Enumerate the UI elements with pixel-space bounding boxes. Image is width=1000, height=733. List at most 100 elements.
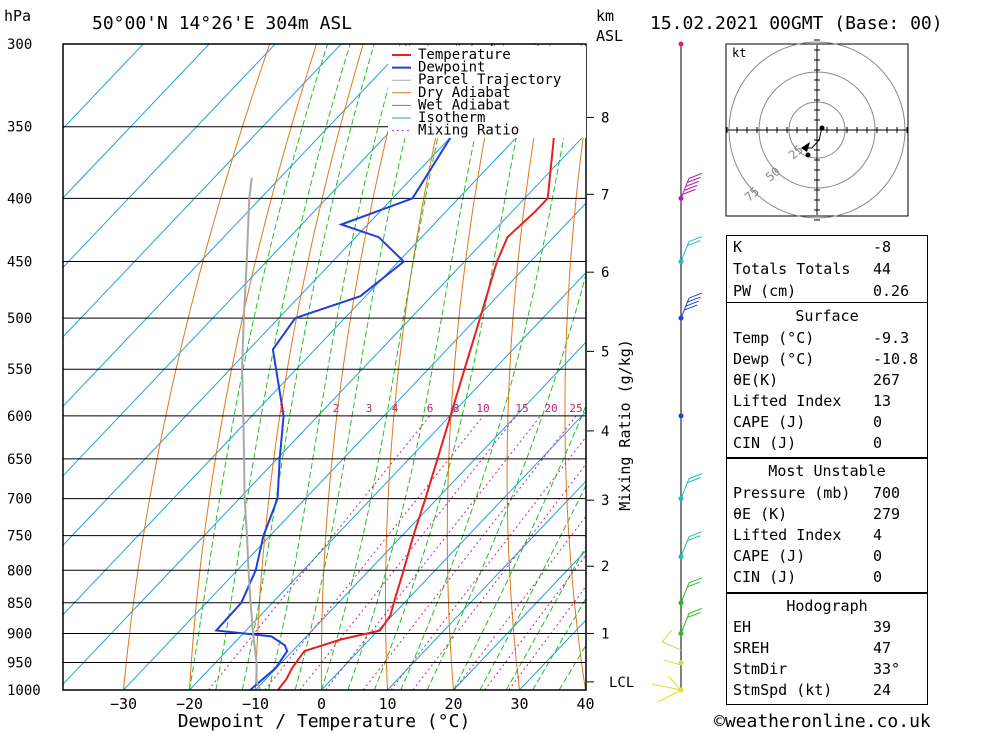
hodo-row: EH 39	[733, 617, 921, 638]
hodo-label: StmDir	[733, 660, 788, 678]
surface-row: Lifted Index 13	[733, 391, 921, 412]
hodo-row: SREH 47	[733, 638, 921, 659]
surface-label: θE(K)	[733, 371, 779, 389]
wet-adiabat-line	[189, 44, 328, 690]
surface-row: θE(K) 267	[733, 370, 921, 391]
isotherm-line	[63, 44, 342, 338]
wind-barb-flag	[688, 608, 703, 614]
wet-adiabat-line	[241, 44, 375, 690]
hodograph-title: Hodograph	[786, 597, 868, 615]
surface-row: CAPE (J) 0	[733, 412, 921, 433]
hodo-row: StmDir 33°	[733, 659, 921, 680]
mixing-ratio-line	[208, 415, 431, 690]
mu-label: Lifted Index	[733, 526, 842, 544]
pressure-tick-label: 400	[7, 191, 32, 207]
pressure-tick-label: 800	[7, 563, 32, 579]
k-index-value: -8	[873, 238, 892, 256]
surface-label: Lifted Index	[733, 392, 842, 410]
mu-row: θE (K) 279	[733, 504, 921, 525]
surface-row: CIN (J) 0	[733, 433, 921, 454]
isotherm-line	[387, 480, 586, 690]
header-location: 50°00'N 14°26'E 304m ASL	[92, 13, 352, 34]
surface-label: CAPE (J)	[733, 413, 806, 431]
wind-barb-flag	[687, 535, 701, 542]
km-tick-label: 7	[601, 187, 609, 203]
wet-adiabat-line	[321, 44, 461, 690]
pressure-tick-label: 900	[7, 626, 32, 642]
isotherm-line	[63, 63, 586, 616]
dry-adiabat-line	[189, 44, 317, 690]
hodograph-panel: Hodograph EH 39 SREH 47 StmDir 33° StmSpd (…	[726, 593, 928, 705]
mu-row: CIN (J) 0	[733, 567, 921, 588]
wet-adiabat-line	[479, 484, 586, 690]
legend-box	[388, 46, 586, 138]
plot-frame	[62, 43, 587, 691]
isotherm-line	[63, 132, 586, 685]
km-tick-label: 8	[601, 110, 609, 126]
pressure-tick-label: 1000	[7, 683, 41, 699]
legend-label: Dry Adiabat	[418, 85, 511, 101]
wind-level-dot	[678, 413, 684, 419]
surface-row: Dewp (°C) -10.8	[733, 349, 921, 370]
mu-value: 0	[873, 547, 883, 565]
wind-barb-flag	[688, 292, 703, 299]
totals-row: Totals Totals 44	[733, 259, 921, 280]
wet-adiabat-line	[505, 545, 586, 690]
mu-value: 279	[873, 505, 901, 523]
legend-label: Mixing Ratio	[418, 123, 519, 139]
most-unstable-title: Most Unstable	[768, 462, 886, 480]
mixing-ratio-axis-title: Mixing Ratio (g/kg)	[616, 339, 634, 511]
storm-motion-arrow	[801, 142, 810, 152]
isotherm-line	[123, 202, 586, 690]
dry-adiabat-line	[123, 44, 271, 690]
wind-barb-flag	[685, 300, 699, 307]
hodo-label: StmSpd (kt)	[733, 681, 833, 699]
temp-tick-label: 40	[576, 695, 594, 713]
hodograph-point	[819, 125, 825, 131]
pressure-tick-label: 700	[7, 492, 32, 508]
temp-tick-label: −20	[176, 695, 203, 713]
axes-labels: 3003504004505005506006507007508008509009…	[7, 37, 634, 713]
wind-barb-flag	[687, 296, 701, 303]
mixing-ratio-label: 4	[392, 402, 399, 415]
km-tick-label: 4	[601, 424, 609, 440]
temp-tick-label: −10	[242, 695, 269, 713]
surface-wind-barb	[651, 675, 682, 703]
km-tick-label: 6	[601, 265, 609, 281]
temp-tick-label: 30	[510, 695, 528, 713]
pw-label: PW (cm)	[733, 282, 797, 300]
wind-level-dot	[678, 41, 684, 47]
temp-tick-label: 0	[317, 695, 326, 713]
isotherm-line	[255, 341, 586, 690]
mixing-ratio-label: 3	[366, 402, 373, 415]
pressure-tick-label: 500	[7, 311, 32, 327]
series-parcel-trajectory	[241, 177, 262, 690]
surface-value: -10.8	[873, 350, 919, 368]
wind-barb	[680, 178, 690, 199]
wind-barb-flag	[688, 236, 703, 243]
hodo-label: EH	[733, 618, 752, 636]
pressure-tick-label: 950	[7, 655, 32, 671]
surface-value: 0	[873, 434, 883, 452]
mu-value: 0	[873, 568, 883, 586]
totals-value: 44	[873, 260, 892, 278]
pressure-tick-label: 300	[7, 37, 32, 53]
mixing-ratio-line	[299, 415, 517, 690]
wind-level-dot	[678, 659, 684, 665]
copyright: ©weatheronline.co.uk	[714, 711, 931, 732]
pressure-tick-label: 450	[7, 255, 32, 271]
wind-barb-flag	[687, 176, 701, 183]
km-tick-label: 3	[601, 493, 609, 509]
mixing-ratio-label: 6	[427, 402, 434, 415]
mu-label: Pressure (mb)	[733, 484, 851, 502]
pressure-tick-label: 850	[7, 596, 32, 612]
mixing-ratio-line	[508, 585, 586, 690]
temp-tick-label: −30	[110, 695, 137, 713]
sounding-curves	[214, 44, 586, 690]
mixing-ratio-label: 20	[544, 402, 557, 415]
wind-barb-flag	[685, 180, 699, 187]
mixing-ratio-line	[453, 515, 586, 690]
hodograph-trace	[805, 127, 823, 149]
series-temperature	[277, 70, 586, 690]
